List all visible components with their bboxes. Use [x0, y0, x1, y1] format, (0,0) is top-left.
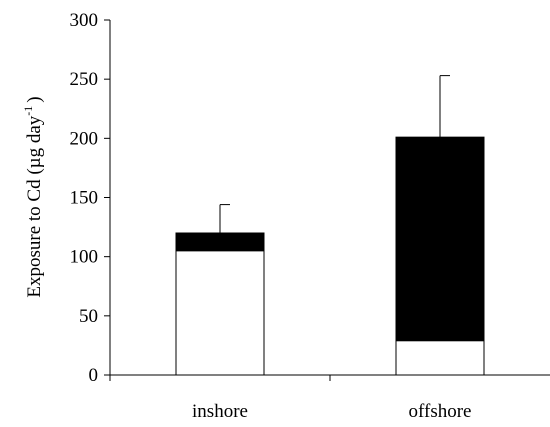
- y-axis: 0 50 100 150 200 250 300: [70, 10, 111, 386]
- category-labels: inshore offshore: [192, 401, 471, 422]
- bar-inshore-segment-2: [175, 232, 265, 252]
- bar-inshore-segment-1: [175, 250, 265, 376]
- category-label-offshore: offshore: [409, 401, 472, 422]
- y-axis-title: Exposure to Cd (µg day-1): [21, 96, 45, 297]
- category-label-inshore: inshore: [192, 401, 248, 422]
- bars: [175, 136, 485, 376]
- y-axis-title-main: Exposure to Cd (µg day: [24, 115, 45, 297]
- error-bars: [219, 75, 450, 233]
- y-tick-label-6: 300: [70, 10, 99, 31]
- y-tick-label-3: 150: [70, 188, 99, 209]
- x-axis: [109, 374, 550, 381]
- bar-offshore-segment-1: [395, 340, 485, 376]
- y-tick-label-0: 0: [89, 365, 99, 386]
- y-tick-label-2: 100: [70, 247, 99, 268]
- y-tick-label-4: 200: [70, 128, 99, 149]
- bar-offshore-segment-2: [395, 136, 485, 342]
- y-tick-label-5: 250: [70, 69, 99, 90]
- y-tick-label-1: 50: [79, 306, 98, 327]
- y-axis-title-end: ): [24, 96, 45, 102]
- y-axis-title-superscript: -1: [21, 106, 35, 116]
